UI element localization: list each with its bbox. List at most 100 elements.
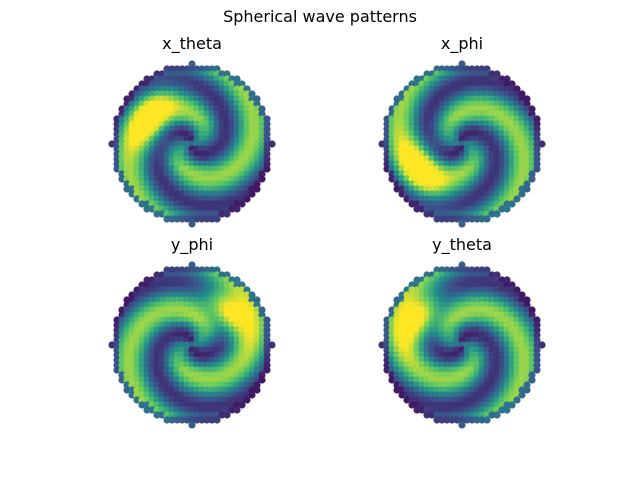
scatter-point	[168, 195, 176, 203]
scatter-point	[198, 160, 206, 168]
scatter-point	[493, 396, 501, 404]
scatter-point	[493, 321, 501, 329]
scatter-point	[188, 95, 196, 103]
scatter-point	[233, 120, 241, 128]
scatter-point	[413, 170, 421, 178]
scatter-point	[198, 110, 206, 118]
scatter-point	[128, 331, 136, 339]
scatter-point	[423, 175, 431, 183]
scatter-point	[258, 311, 266, 319]
scatter-point	[253, 311, 261, 319]
scatter-point	[238, 135, 246, 143]
scatter-point	[223, 381, 231, 389]
scatter-point	[408, 346, 416, 354]
scatter-point	[163, 346, 171, 354]
scatter-point	[223, 165, 231, 173]
scatter-point	[248, 371, 256, 379]
scatter-point	[433, 215, 441, 223]
scatter-point	[388, 145, 396, 153]
scatter-point	[213, 180, 221, 188]
scatter-point	[263, 341, 271, 349]
scatter-point	[473, 361, 481, 369]
scatter-point	[168, 361, 176, 369]
scatter-point	[218, 105, 226, 113]
scatter-point	[238, 180, 246, 188]
scatter-point	[113, 346, 121, 354]
scatter-point	[228, 381, 236, 389]
scatter-point	[503, 276, 511, 284]
scatter-point	[403, 396, 411, 404]
scatter-point	[153, 396, 161, 404]
scatter-point	[428, 316, 436, 324]
scatter-point	[178, 336, 186, 344]
scatter-point	[138, 120, 146, 128]
scatter-point	[188, 336, 196, 344]
scatter-point	[463, 200, 471, 208]
scatter-point	[478, 70, 486, 78]
scatter-point	[188, 65, 196, 73]
scatter-point	[443, 276, 451, 284]
scatter-point	[388, 326, 396, 334]
scatter-point	[168, 346, 176, 354]
scatter-point	[248, 95, 256, 103]
scatter-point	[193, 271, 201, 279]
scatter-point	[533, 346, 541, 354]
scatter-point	[443, 125, 451, 133]
scatter-point	[423, 95, 431, 103]
scatter-point	[228, 386, 236, 394]
scatter-point	[218, 120, 226, 128]
scatter-point	[468, 130, 476, 138]
scatter-point	[438, 130, 446, 138]
scatter-point	[503, 155, 511, 163]
scatter-point	[403, 150, 411, 158]
scatter-point	[178, 110, 186, 118]
scatter-point	[163, 381, 171, 389]
scatter-point	[238, 130, 246, 138]
scatter-point	[213, 80, 221, 88]
scatter-point	[223, 70, 231, 78]
scatter-point	[153, 210, 161, 218]
scatter-point	[528, 331, 536, 339]
scatter-point	[193, 65, 201, 73]
scatter-point	[503, 190, 511, 198]
scatter-point	[128, 170, 136, 178]
scatter-point	[388, 120, 396, 128]
scatter-point	[163, 155, 171, 163]
scatter-point	[483, 95, 491, 103]
scatter-point	[143, 326, 151, 334]
scatter-point	[253, 155, 261, 163]
scatter-point	[413, 110, 421, 118]
scatter-point	[158, 125, 166, 133]
scatter-point	[228, 120, 236, 128]
scatter-point	[493, 356, 501, 364]
scatter-point	[228, 311, 236, 319]
scatter-point	[453, 170, 461, 178]
scatter-point	[133, 341, 141, 349]
scatter-point	[403, 371, 411, 379]
scatter-point	[198, 145, 206, 153]
scatter-point	[148, 306, 156, 314]
scatter-point	[173, 276, 181, 284]
scatter-point	[413, 326, 421, 334]
scatter-point	[523, 326, 531, 334]
scatter-point	[443, 366, 451, 374]
scatter-point	[233, 185, 241, 193]
scatter-point	[463, 326, 471, 334]
scatter-point	[158, 331, 166, 339]
scatter-point	[498, 351, 506, 359]
scatter-point	[458, 316, 466, 324]
scatter-point	[198, 306, 206, 314]
scatter-point	[253, 371, 261, 379]
scatter-point	[183, 296, 191, 304]
scatter-point	[513, 371, 521, 379]
scatter-point	[518, 160, 526, 168]
scatter-point	[173, 145, 181, 153]
scatter-point	[493, 210, 501, 218]
scatter-point	[113, 361, 121, 369]
scatter-point	[178, 286, 186, 294]
scatter-point	[438, 85, 446, 93]
scatter-point	[478, 140, 486, 148]
scatter-point	[408, 175, 416, 183]
scatter-point	[463, 306, 471, 314]
scatter-point	[448, 361, 456, 369]
